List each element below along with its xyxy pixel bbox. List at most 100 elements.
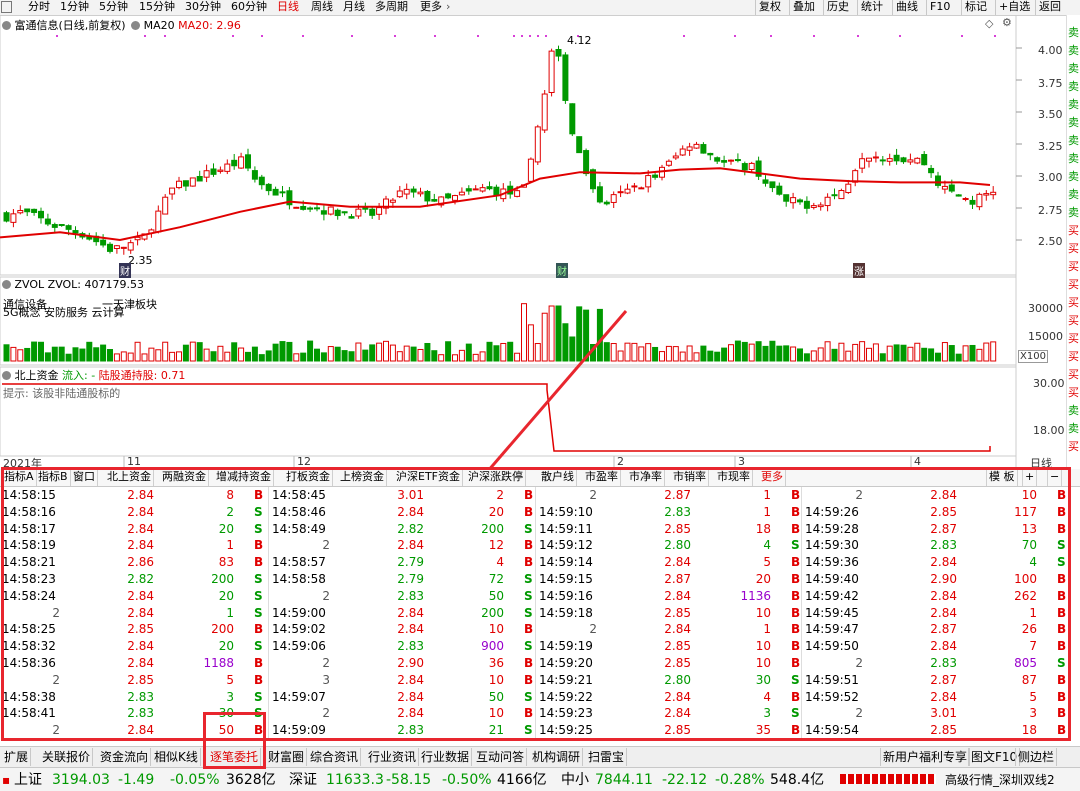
event-marker-finance[interactable]: 财 xyxy=(556,263,568,278)
tab-period-8[interactable]: 月线 xyxy=(343,0,365,13)
strip-order-item[interactable]: 买 xyxy=(1068,386,1079,399)
strip-order-item[interactable]: 卖 xyxy=(1068,134,1079,147)
indicator-tab-9[interactable]: 沪深涨跌停 xyxy=(466,469,526,486)
add-panel-button[interactable]: + xyxy=(1022,469,1038,486)
strip-order-item[interactable]: 买 xyxy=(1068,314,1079,327)
bottom-tab-9[interactable]: 互动问答 xyxy=(474,748,528,766)
indicator-tab-15[interactable]: 更多 xyxy=(759,469,786,486)
bottom-tab-7[interactable]: 行业资讯 xyxy=(366,748,420,766)
tab-period-6[interactable]: 日线 xyxy=(277,0,299,13)
bottom-tab-2[interactable]: 资金流向 xyxy=(98,748,152,766)
strip-order-item[interactable]: 卖 xyxy=(1068,422,1079,435)
mark-button[interactable]: 标记 xyxy=(961,0,990,15)
bottom-tab-6[interactable]: 综合资讯 xyxy=(308,748,362,766)
indicator-tab-13[interactable]: 市销率 xyxy=(671,469,709,486)
tab-period-7[interactable]: 周线 xyxy=(311,0,333,13)
tab-period-1[interactable]: 1分钟 xyxy=(60,0,89,13)
bottom-tab-11[interactable]: 扫雷宝 xyxy=(586,748,628,766)
fuquan-button[interactable]: 复权 xyxy=(755,0,784,15)
server-name[interactable]: 高级行情_深圳双线2 xyxy=(945,773,1055,787)
strip-order-item[interactable]: 买 xyxy=(1068,278,1079,291)
indicator-dot-icon[interactable] xyxy=(2,280,11,289)
indicator-tab-8[interactable]: 沪深ETF资金 xyxy=(394,469,463,486)
bottom-tab-5[interactable]: 财富圈 xyxy=(266,748,308,766)
tab-period-10[interactable]: 更多 xyxy=(420,0,442,13)
f10-graphic-button[interactable]: 图文F10 xyxy=(968,748,1021,766)
strip-order-item[interactable]: 买 xyxy=(1068,350,1079,363)
remove-panel-button[interactable]: − xyxy=(1047,469,1063,486)
tick-price: 2.85 xyxy=(930,723,957,738)
indicator-tab-7[interactable]: 上榜资金 xyxy=(338,469,387,486)
indicator-tab-12[interactable]: 市净率 xyxy=(627,469,665,486)
tick-price: 2.85 xyxy=(664,723,691,738)
indicator-tab-6[interactable]: 打板资金 xyxy=(284,469,333,486)
indicator-dot-icon[interactable] xyxy=(2,371,11,380)
ma-dot-icon[interactable] xyxy=(131,21,141,30)
indicator-tab-0[interactable]: 指标A xyxy=(2,469,37,486)
zx-index-name[interactable]: 中小 xyxy=(561,772,589,788)
add-watchlist-button[interactable]: +自选 xyxy=(995,0,1033,15)
strip-order-item[interactable]: 卖 xyxy=(1068,152,1079,165)
indicator-tab-1[interactable]: 指标B xyxy=(36,469,71,486)
bottom-tab-0[interactable]: 扩展 xyxy=(2,748,32,766)
indicator-tab-4[interactable]: 两融资金 xyxy=(160,469,209,486)
gear-icon[interactable]: ⚙ xyxy=(1002,16,1012,29)
strip-order-item[interactable]: 卖 xyxy=(1068,188,1079,201)
diamond-icon[interactable]: ◇ xyxy=(985,17,994,30)
strip-order-item[interactable]: 卖 xyxy=(1068,404,1079,417)
bottom-tab-8[interactable]: 行业数据 xyxy=(419,748,473,766)
indicator-tab-14[interactable]: 市现率 xyxy=(715,469,753,486)
sh-index-name[interactable]: 上证 xyxy=(14,772,42,788)
curve-button[interactable]: 曲线 xyxy=(892,0,921,15)
overlay-button[interactable]: 叠加 xyxy=(789,0,818,15)
strip-order-item[interactable]: 买 xyxy=(1068,224,1079,237)
tab-period-5[interactable]: 60分钟 xyxy=(231,0,267,13)
strip-order-item[interactable]: 买 xyxy=(1068,368,1079,381)
strip-order-item[interactable]: 买 xyxy=(1068,296,1079,309)
indicator-dot-icon[interactable] xyxy=(2,21,11,30)
strip-order-item[interactable]: 买 xyxy=(1068,332,1079,345)
stats-button[interactable]: 统计 xyxy=(857,0,886,15)
strip-order-item[interactable]: 买 xyxy=(1068,260,1079,273)
tab-period-0[interactable]: 分时 xyxy=(28,0,50,13)
menu-box-icon[interactable] xyxy=(1,1,12,13)
indicator-tab-10[interactable]: 散户线 xyxy=(539,469,577,486)
strip-order-item[interactable]: 卖 xyxy=(1068,116,1079,129)
kline-chart[interactable] xyxy=(0,15,1080,467)
strip-order-item[interactable]: 卖 xyxy=(1068,98,1079,111)
sz-index-name[interactable]: 深证 xyxy=(289,772,317,788)
tick-volume: 83 xyxy=(218,555,234,570)
indicator-tab-11[interactable]: 市盈率 xyxy=(583,469,621,486)
strip-order-item[interactable]: 卖 xyxy=(1068,206,1079,219)
strip-order-item[interactable]: 卖 xyxy=(1068,44,1079,57)
sidebar-button[interactable]: 侧边栏 xyxy=(1015,748,1058,766)
tab-period-2[interactable]: 5分钟 xyxy=(99,0,128,13)
strip-order-item[interactable]: 买 xyxy=(1068,440,1079,453)
tab-period-4[interactable]: 30分钟 xyxy=(185,0,221,13)
tick-time: 14:59:50 xyxy=(805,639,859,654)
event-marker-limitup[interactable]: 涨 xyxy=(853,263,865,278)
chevron-right-icon[interactable]: › xyxy=(446,0,451,13)
bottom-tab-3[interactable]: 相似K线 xyxy=(152,748,201,766)
bottom-tab-4[interactable]: 逐笔委托 xyxy=(208,748,262,766)
welfare-button[interactable]: 新用户福利专享 xyxy=(880,748,971,766)
bottom-tab-10[interactable]: 机构调研 xyxy=(530,748,584,766)
strip-order-item[interactable]: 卖 xyxy=(1068,170,1079,183)
history-button[interactable]: 历史 xyxy=(823,0,852,15)
back-button[interactable]: 返回 xyxy=(1035,0,1064,15)
indicator-tab-2[interactable]: 窗口 xyxy=(71,469,98,486)
f10-button[interactable]: F10 xyxy=(926,0,953,15)
bottom-tab-1[interactable]: 关联报价 xyxy=(40,748,94,766)
indicator-tab-5[interactable]: 增减持资金 xyxy=(214,469,274,486)
tick-price: 2.84 xyxy=(664,555,691,570)
indicator-tab-3[interactable]: 北上资金 xyxy=(105,469,154,486)
side-order-strip[interactable]: 卖卖卖卖卖卖卖卖卖卖卖买买买买买买买买买买卖卖买 xyxy=(1066,15,1080,470)
strip-order-item[interactable]: 买 xyxy=(1068,242,1079,255)
strip-order-item[interactable]: 卖 xyxy=(1068,26,1079,39)
strip-order-item[interactable]: 卖 xyxy=(1068,62,1079,75)
strip-order-item[interactable]: 卖 xyxy=(1068,80,1079,93)
event-marker-finance[interactable]: 财 xyxy=(119,263,131,278)
tab-period-3[interactable]: 15分钟 xyxy=(139,0,175,13)
template-button[interactable]: 模 板 xyxy=(986,469,1018,486)
tab-period-9[interactable]: 多周期 xyxy=(375,0,408,13)
